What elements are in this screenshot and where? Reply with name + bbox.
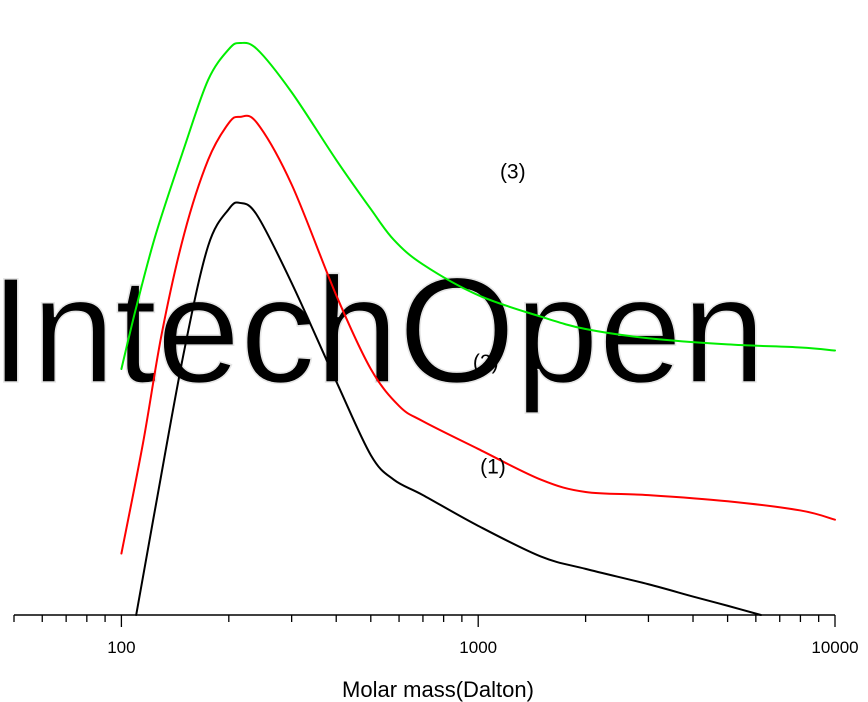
x-tick-label: 100 [107, 638, 135, 657]
x-tick-label: 1000 [459, 638, 497, 657]
watermark-text: IntechOpen [0, 246, 766, 414]
series-label-3: (3) [500, 160, 526, 183]
x-axis-title: Molar mass(Dalton) [342, 677, 534, 702]
x-tick-label: 10000 [811, 638, 858, 657]
x-axis: 100 1000 10000 [13, 614, 859, 657]
series-label-1: (1) [480, 456, 506, 479]
series-line-2 [120, 114, 836, 555]
series-line-1 [135, 201, 762, 616]
series-layer [120, 41, 836, 616]
series-label-2: (2) [473, 351, 499, 374]
watermark: IntechOpen [0, 245, 766, 415]
series-line-3 [120, 41, 836, 370]
annotation-layer: (1) (2) (3) [473, 160, 526, 478]
